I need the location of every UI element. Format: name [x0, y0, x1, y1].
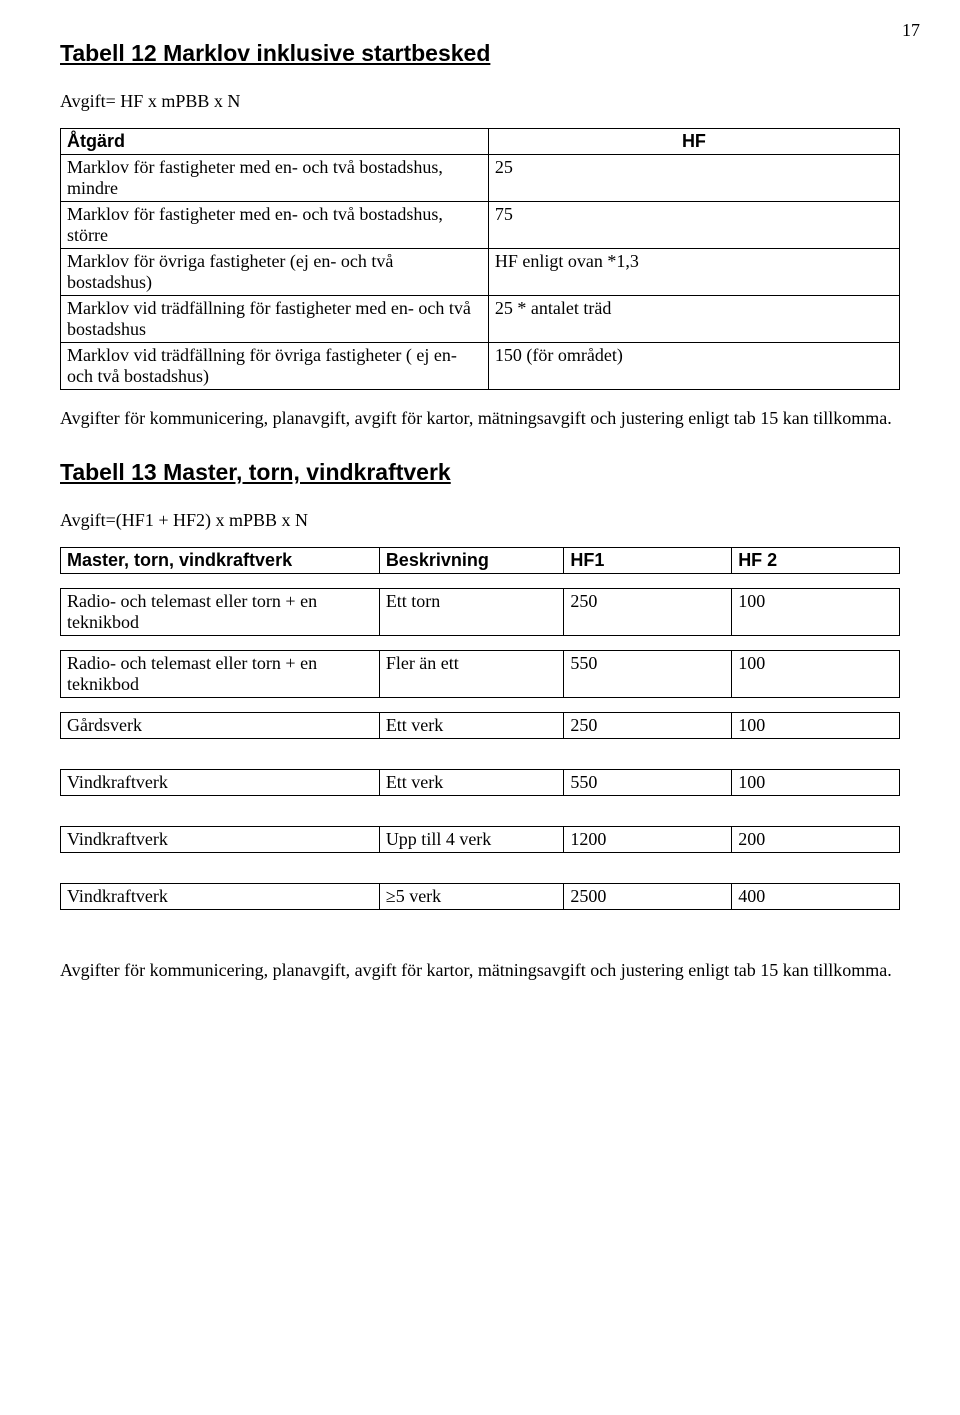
cell-hf1: 250	[564, 713, 732, 739]
section13-note: Avgifter för kommunicering, planavgift, …	[60, 960, 900, 981]
cell-hf2: 400	[732, 884, 900, 910]
cell-hf2: 100	[732, 589, 900, 636]
table-row: Marklov vid trädfällning för övriga fast…	[61, 343, 900, 390]
table-row: Marklov vid trädfällning för fastigheter…	[61, 296, 900, 343]
table-row: Radio- och telemast eller torn + en tekn…	[60, 650, 900, 698]
cell-hf1: 550	[564, 651, 732, 698]
section12-formula: Avgift= HF x mPBB x N	[60, 91, 900, 112]
cell-atgard: Marklov för fastigheter med en- och två …	[61, 202, 489, 249]
cell-atgard: Marklov för övriga fastigheter (ej en- o…	[61, 249, 489, 296]
cell-hf2: 100	[732, 713, 900, 739]
cell-hf2: 200	[732, 827, 900, 853]
section12-note: Avgifter för kommunicering, planavgift, …	[60, 408, 900, 429]
table13-header-col3: HF1	[564, 548, 732, 574]
cell-desc: Upp till 4 verk	[379, 827, 564, 853]
table-row: Vindkraftverk Upp till 4 verk 1200 200	[60, 826, 900, 853]
cell-atgard: Marklov vid trädfällning för fastigheter…	[61, 296, 489, 343]
cell-hf: 150 (för området)	[488, 343, 899, 390]
cell-hf2: 100	[732, 651, 900, 698]
table13-header-col2: Beskrivning	[379, 548, 564, 574]
page-number: 17	[902, 20, 920, 41]
table-12: Åtgärd HF Marklov för fastigheter med en…	[60, 128, 900, 390]
table13-header-col4: HF 2	[732, 548, 900, 574]
cell-hf2: 100	[732, 770, 900, 796]
table13-header: Master, torn, vindkraftverk Beskrivning …	[60, 547, 900, 574]
table12-header-atgard: Åtgärd	[61, 129, 489, 155]
cell-item: Radio- och telemast eller torn + en tekn…	[61, 651, 380, 698]
cell-hf1: 250	[564, 589, 732, 636]
cell-desc: Ett torn	[379, 589, 564, 636]
table-row: Gårdsverk Ett verk 250 100	[60, 712, 900, 739]
cell-atgard: Marklov vid trädfällning för övriga fast…	[61, 343, 489, 390]
cell-item: Vindkraftverk	[61, 884, 380, 910]
table13-header-col1: Master, torn, vindkraftverk	[61, 548, 380, 574]
table-row: Vindkraftverk ≥5 verk 2500 400	[60, 883, 900, 910]
table-row: Marklov för fastigheter med en- och två …	[61, 155, 900, 202]
cell-desc: Ett verk	[379, 770, 564, 796]
table-row: Marklov för fastigheter med en- och två …	[61, 202, 900, 249]
section13-formula: Avgift=(HF1 + HF2) x mPBB x N	[60, 510, 900, 531]
cell-hf: 75	[488, 202, 899, 249]
table12-header-hf: HF	[488, 129, 899, 155]
cell-hf: HF enligt ovan *1,3	[488, 249, 899, 296]
cell-hf: 25 * antalet träd	[488, 296, 899, 343]
table-row: Radio- och telemast eller torn + en tekn…	[60, 588, 900, 636]
section12-title: Tabell 12 Marklov inklusive startbesked	[60, 40, 900, 67]
cell-hf: 25	[488, 155, 899, 202]
table-row: Vindkraftverk Ett verk 550 100	[60, 769, 900, 796]
cell-desc: Fler än ett	[379, 651, 564, 698]
cell-item: Gårdsverk	[61, 713, 380, 739]
cell-item: Radio- och telemast eller torn + en tekn…	[61, 589, 380, 636]
section13-title: Tabell 13 Master, torn, vindkraftverk	[60, 459, 900, 486]
cell-item: Vindkraftverk	[61, 827, 380, 853]
cell-atgard: Marklov för fastigheter med en- och två …	[61, 155, 489, 202]
cell-hf1: 550	[564, 770, 732, 796]
table-row: Marklov för övriga fastigheter (ej en- o…	[61, 249, 900, 296]
cell-hf1: 2500	[564, 884, 732, 910]
cell-item: Vindkraftverk	[61, 770, 380, 796]
cell-desc: ≥5 verk	[379, 884, 564, 910]
cell-desc: Ett verk	[379, 713, 564, 739]
cell-hf1: 1200	[564, 827, 732, 853]
